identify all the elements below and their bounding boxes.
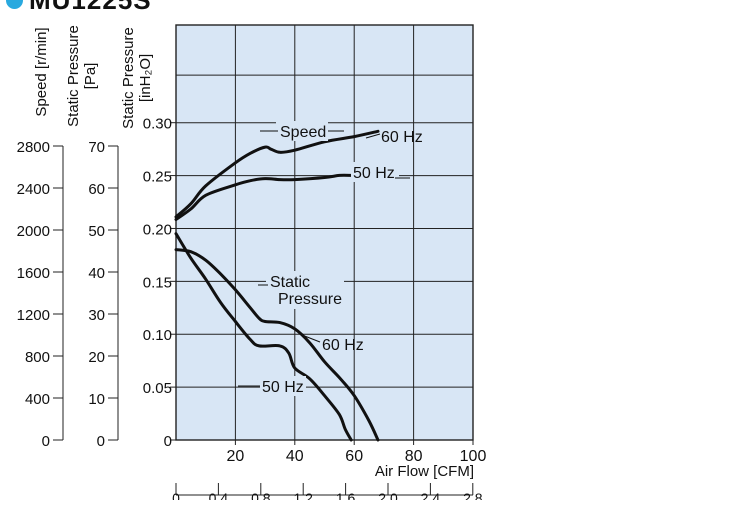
- chart-title-row: MU1225S: [6, 0, 152, 15]
- pressure-60hz-curve: [174, 248, 380, 442]
- title-bullet-icon: [6, 0, 23, 9]
- inh2o-tick-label: 0.25: [143, 169, 172, 186]
- pressure-50hz-annotation: 50 Hz: [262, 379, 304, 396]
- x-tick-label: 80: [405, 448, 423, 465]
- x-tick-label: 40: [286, 448, 304, 465]
- annotation-leader-line: [365, 133, 381, 139]
- speed-tick-label: 1200: [17, 307, 50, 324]
- secondary-x-tick-label: 0.4: [209, 490, 229, 500]
- speed-axis-title: Speed [r/min]: [33, 27, 50, 116]
- pa-tick-label: 70: [88, 139, 105, 156]
- speed-annotation: Speed: [280, 124, 326, 141]
- speed-tick-label: 2000: [17, 223, 50, 240]
- secondary-x-tick-label: 1.2: [293, 490, 313, 500]
- static-pressure-annotation-line1: Static: [270, 274, 310, 291]
- inh2o-tick-label: 0.05: [143, 380, 172, 397]
- annotation-background: [266, 271, 344, 309]
- speed-50hz-annotation: 50 Hz: [353, 165, 395, 182]
- speed-tick-label: 2400: [17, 181, 50, 198]
- secondary-x-tick-label: 0: [172, 490, 180, 500]
- pa-tick-label: 20: [88, 349, 105, 366]
- chart-title: MU1225S: [29, 0, 152, 16]
- static-pressure-annotation-line2: Pressure: [278, 291, 342, 308]
- plot-area: [175, 24, 474, 441]
- secondary-x-tick-label: 2.8: [463, 490, 483, 500]
- inh2o-tick-label: 0.15: [143, 274, 172, 291]
- pa-tick-label: 10: [88, 391, 105, 408]
- annotation-background: [260, 376, 306, 396]
- secondary-x-tick-label: 2.0: [378, 490, 398, 500]
- pa-tick-label: 50: [88, 223, 105, 240]
- annotation-background: [351, 162, 399, 182]
- speed-60hz-curve: [174, 129, 380, 219]
- pressure-50hz-curve: [174, 232, 353, 442]
- secondary-x-tick-label: 2.4: [421, 490, 441, 500]
- speed-50hz-curve: [174, 173, 353, 221]
- annotation-leader-line: [301, 334, 321, 343]
- speed-tick-label: 400: [25, 391, 50, 408]
- pa-tick-label: 30: [88, 307, 105, 324]
- speed-tick-label: 1600: [17, 265, 50, 282]
- pa-tick-label: 40: [88, 265, 105, 282]
- secondary-x-tick-label: 1.6: [336, 490, 356, 500]
- speed-tick-label: 800: [25, 349, 50, 366]
- inh2o-tick-label: 0: [164, 433, 172, 450]
- inh2o-axis-title: Static Pressure[inH₂O]: [120, 27, 154, 129]
- inh2o-tick-label: 0.10: [143, 327, 172, 344]
- x-tick-label: 60: [345, 448, 363, 465]
- speed-tick-label: 2800: [17, 139, 50, 156]
- inh2o-tick-label: 0.20: [143, 221, 172, 238]
- pressure-60hz-annotation: 60 Hz: [322, 337, 364, 354]
- pa-tick-label: 60: [88, 181, 105, 198]
- pa-tick-label: 0: [97, 433, 105, 450]
- pa-axis-title: Static Pressure[Pa]: [65, 25, 99, 127]
- x-tick-label: 20: [227, 448, 245, 465]
- annotation-background: [276, 121, 328, 141]
- x-tick-label: 100: [460, 448, 487, 465]
- secondary-x-tick-label: 0.8: [251, 490, 271, 500]
- x-axis-label: Air Flow [CFM]: [375, 463, 474, 480]
- inh2o-tick-label: 0.30: [143, 116, 172, 133]
- speed-60hz-annotation: 60 Hz: [381, 129, 423, 146]
- speed-tick-label: 0: [42, 433, 50, 450]
